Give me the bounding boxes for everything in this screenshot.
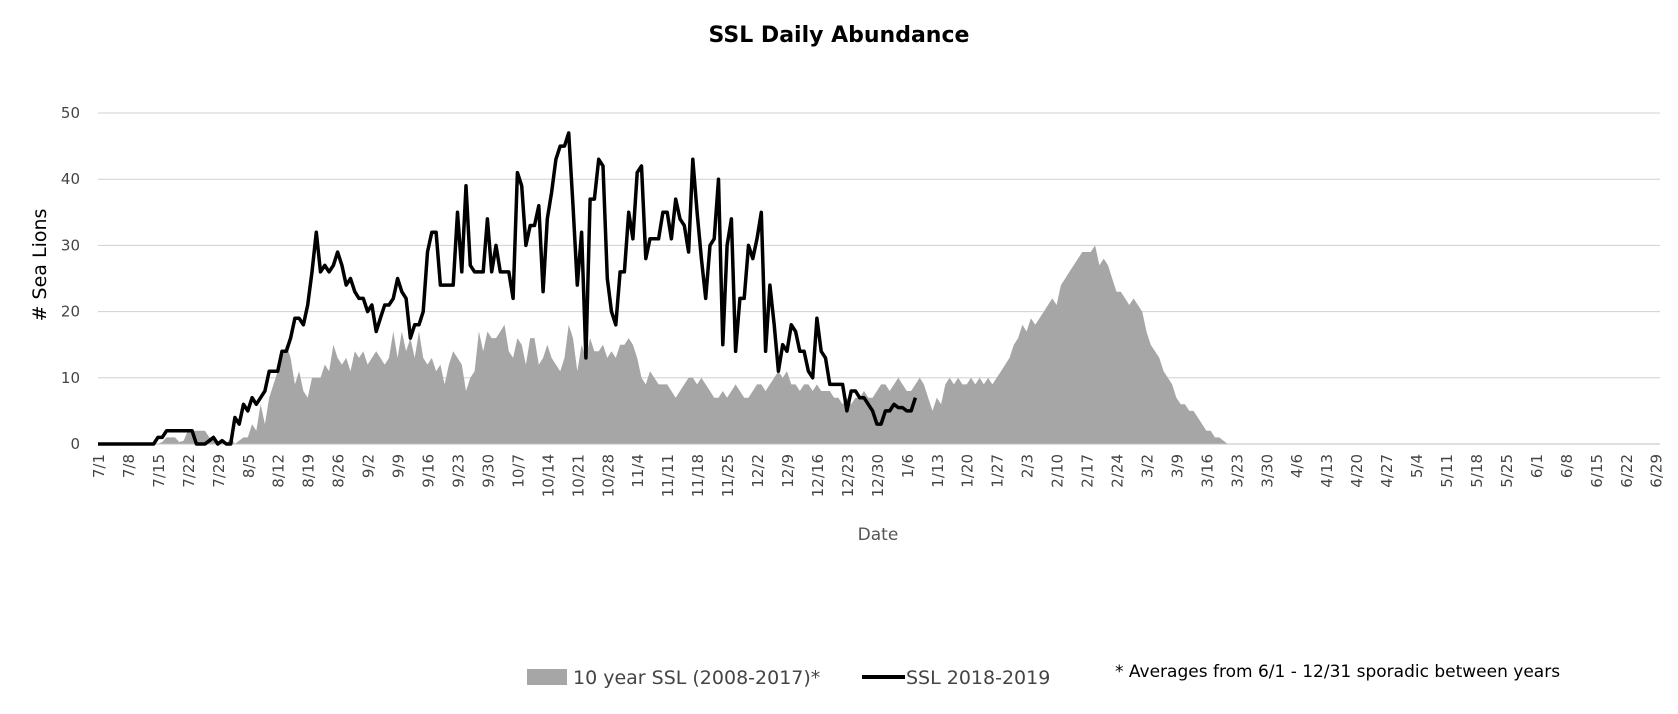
x-tick-label: 12/16 <box>809 454 827 497</box>
x-tick-label: 2/10 <box>1049 454 1067 488</box>
x-tick-label: 3/2 <box>1138 454 1156 478</box>
x-tick-label: 1/13 <box>929 454 947 488</box>
x-tick-label: 6/22 <box>1618 454 1636 488</box>
y-tick-label: 50 <box>61 104 80 122</box>
series-2018-2019-line <box>98 131 918 446</box>
x-tick-label: 11/4 <box>629 454 647 488</box>
x-tick-label: 7/15 <box>150 454 168 488</box>
x-tick-label: 1/20 <box>959 454 977 488</box>
x-tick-label: 7/8 <box>120 454 138 478</box>
x-tick-label: 1/27 <box>989 454 1007 488</box>
x-tick-label: 5/4 <box>1408 454 1426 478</box>
x-tick-label: 2/24 <box>1109 454 1127 488</box>
x-tick-label: 12/9 <box>779 454 797 488</box>
x-tick-label: 9/23 <box>449 454 467 488</box>
x-tick-label: 4/27 <box>1378 454 1396 488</box>
y-tick-label: 10 <box>61 369 80 387</box>
x-tick-label: 11/18 <box>689 454 707 497</box>
x-tick-label: 10/14 <box>539 454 557 497</box>
x-tick-label: 3/9 <box>1168 454 1186 478</box>
y-tick-label: 40 <box>61 170 80 188</box>
y-axis-label: # Sea Lions <box>29 209 51 322</box>
x-tick-label: 8/12 <box>270 454 288 488</box>
x-tick-label: 9/9 <box>390 454 408 478</box>
x-tick-label: 5/18 <box>1468 454 1486 488</box>
legend: 10 year SSL (2008-2017)* SSL 2018-2019 <box>527 667 1050 689</box>
gridlines <box>98 112 1660 379</box>
x-tick-label: 4/6 <box>1288 454 1306 478</box>
legend-label-area: 10 year SSL (2008-2017)* <box>573 667 820 689</box>
footnote: * Averages from 6/1 - 12/31 sporadic bet… <box>1115 662 1560 682</box>
x-tick-label: 3/30 <box>1258 454 1276 488</box>
x-axis-label: Date <box>858 525 899 545</box>
x-tick-label: 9/30 <box>479 454 497 488</box>
x-tick-label: 6/8 <box>1558 454 1576 478</box>
x-tick-label: 11/11 <box>659 454 677 497</box>
x-tick-label: 4/20 <box>1348 454 1366 488</box>
x-tick-label: 7/22 <box>180 454 198 488</box>
x-tick-label: 9/16 <box>420 454 438 488</box>
x-tick-label: 5/11 <box>1438 454 1456 488</box>
x-tick-label: 8/26 <box>330 454 348 488</box>
x-tick-label: 6/15 <box>1588 454 1606 488</box>
x-tick-label: 12/2 <box>749 454 767 488</box>
x-tick-label: 11/25 <box>719 454 737 497</box>
y-tick-label: 0 <box>70 435 80 453</box>
x-tick-label: 2/17 <box>1079 454 1097 488</box>
x-tick-label: 6/1 <box>1528 454 1546 478</box>
x-tick-label: 7/1 <box>90 454 108 478</box>
x-tick-label: 12/23 <box>839 454 857 497</box>
x-tick-label: 1/6 <box>899 454 917 478</box>
x-tick-label: 9/2 <box>360 454 378 478</box>
chart-title: SSL Daily Abundance <box>709 23 970 48</box>
x-tick-label: 10/7 <box>509 454 527 488</box>
x-tick-label: 7/29 <box>210 454 228 488</box>
series-10-year-area <box>98 245 1660 444</box>
x-tick-label: 8/19 <box>300 454 318 488</box>
y-axis-ticks: 0 10 20 30 40 50 <box>61 104 80 453</box>
x-tick-label: 6/29 <box>1648 454 1666 488</box>
x-tick-label: 2/3 <box>1019 454 1037 478</box>
x-tick-label: 10/21 <box>569 454 587 497</box>
x-tick-label: 3/23 <box>1228 454 1246 488</box>
legend-label-line: SSL 2018-2019 <box>906 667 1050 689</box>
x-tick-label: 12/30 <box>869 454 887 497</box>
y-tick-label: 20 <box>61 303 80 321</box>
y-tick-label: 30 <box>61 236 80 254</box>
x-tick-label: 10/28 <box>599 454 617 497</box>
x-tick-label: 8/5 <box>240 454 258 478</box>
x-tick-label: 3/16 <box>1198 454 1216 488</box>
x-tick-label: 5/25 <box>1498 454 1516 488</box>
x-axis-ticks: 7/1 7/8 7/15 7/22 7/29 8/5 8/12 8/19 8/26 9/2 9/9 9… <box>90 454 1666 497</box>
x-tick-label: 4/13 <box>1318 454 1336 488</box>
legend-swatch-area <box>527 669 567 685</box>
